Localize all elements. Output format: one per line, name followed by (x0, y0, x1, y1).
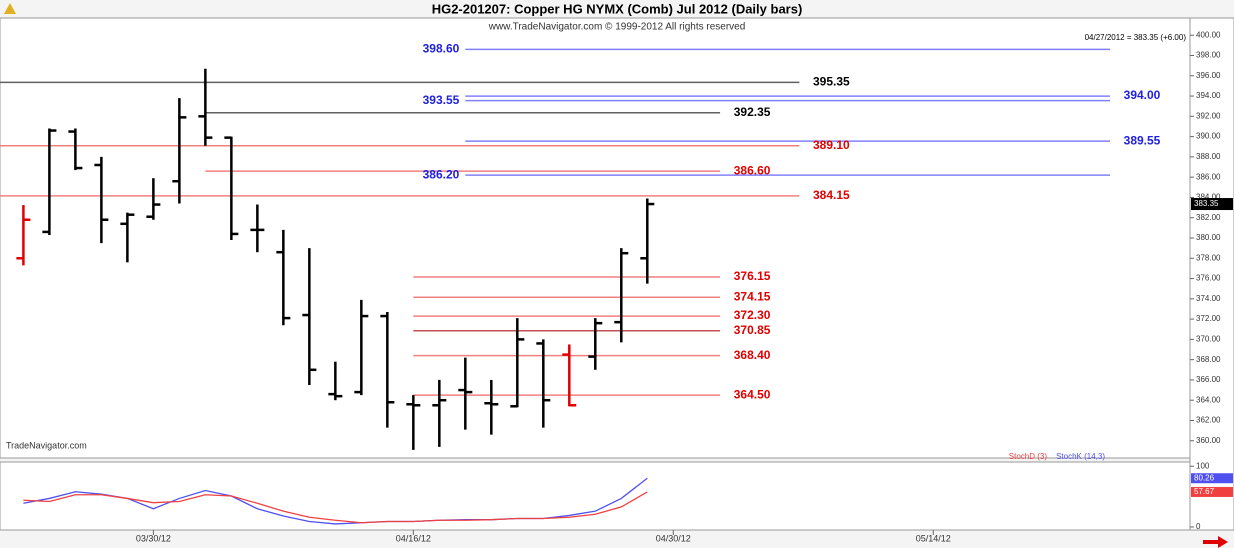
y-tick-label: 390.00 (1196, 132, 1221, 141)
last-price-box (1191, 198, 1233, 211)
y-tick-label: 370.00 (1196, 334, 1221, 343)
value-box (1191, 486, 1233, 497)
y-tick-label: 394.00 (1196, 91, 1221, 100)
legend-entry: StochK (14,3) (1056, 452, 1105, 461)
y-tick-label: 0 (1196, 522, 1201, 531)
level-label: 386.60 (734, 163, 771, 177)
level-label: 389.55 (1124, 133, 1161, 147)
annotation: 04/27/2012 = 383.35 (+6.00) (1085, 33, 1187, 42)
subtitle: www.TradeNavigator.com © 1999-2012 All r… (488, 22, 746, 33)
x-tick-label: 03/30/12 (136, 533, 171, 543)
stoch-panel (0, 461, 1191, 531)
y-tick-label: 386.00 (1196, 172, 1221, 181)
logo (4, 3, 16, 14)
y-tick-label: 388.00 (1196, 152, 1221, 161)
scroll-arrow[interactable] (1203, 536, 1228, 548)
y-tick-label: 372.00 (1196, 314, 1221, 323)
level-label: 368.40 (734, 348, 771, 362)
level-label: 364.50 (734, 387, 771, 401)
y-tick-label: 392.00 (1196, 111, 1221, 120)
level-label: 384.15 (813, 188, 850, 202)
value-box-label: 57.67 (1194, 487, 1215, 496)
x-tick-label: 04/16/12 (396, 533, 431, 543)
y-tick-label: 376.00 (1196, 274, 1221, 283)
y-tick-label: 400.00 (1196, 30, 1221, 39)
level-label: 393.55 (423, 93, 460, 107)
level-label: 372.30 (734, 308, 771, 322)
y-tick-label: 360.00 (1196, 436, 1221, 445)
value-box (1191, 473, 1233, 484)
y-tick-label: 362.00 (1196, 416, 1221, 425)
y-tick-label: 398.00 (1196, 51, 1221, 60)
y-tick-label: 374.00 (1196, 294, 1221, 303)
level-label: 370.85 (734, 323, 771, 337)
level-label: 386.20 (423, 167, 460, 181)
y-tick-label: 396.00 (1196, 71, 1221, 80)
level-label: 389.10 (813, 138, 850, 152)
level-label: 376.15 (734, 269, 771, 283)
y-tick-label: 100 (1196, 461, 1210, 470)
y-tick-label: 368.00 (1196, 355, 1221, 364)
level-label: 392.35 (734, 105, 771, 119)
level-label: 398.60 (423, 42, 460, 56)
level-label: 395.35 (813, 75, 850, 89)
stoch-line (23, 491, 648, 524)
x-tick-label: 05/14/12 (916, 533, 951, 543)
value-box-label: 80.26 (1194, 473, 1215, 482)
x-tick-label: 04/30/12 (656, 533, 691, 543)
chart-title: HG2-201207: Copper HG NYMX (Comb) Jul 20… (432, 1, 803, 16)
level-label: 394.00 (1124, 88, 1161, 102)
y-tick-label: 380.00 (1196, 233, 1221, 242)
last-price-label: 383.35 (1194, 199, 1219, 208)
y-tick-label: 378.00 (1196, 253, 1221, 262)
watermark: TradeNavigator.com (6, 440, 87, 450)
y-tick-label: 382.00 (1196, 213, 1221, 222)
level-label: 374.15 (734, 289, 771, 303)
y-axis-panel (1189, 17, 1234, 531)
y-tick-label: 364.00 (1196, 395, 1221, 404)
legend-entry: StochD (3) (1009, 452, 1048, 461)
y-tick-label: 384.00 (1196, 193, 1221, 202)
price-panel (0, 17, 1191, 459)
y-tick-label: 366.00 (1196, 375, 1221, 384)
